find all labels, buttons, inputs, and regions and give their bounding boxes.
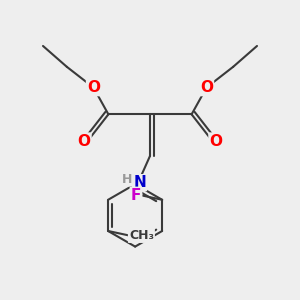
Text: H: H	[122, 172, 132, 186]
Text: N: N	[133, 175, 146, 190]
Text: CH₃: CH₃	[129, 229, 154, 242]
Text: F: F	[131, 188, 141, 203]
Text: O: O	[77, 134, 91, 148]
Text: O: O	[200, 80, 213, 95]
Text: O: O	[87, 80, 100, 95]
Text: O: O	[209, 134, 223, 148]
